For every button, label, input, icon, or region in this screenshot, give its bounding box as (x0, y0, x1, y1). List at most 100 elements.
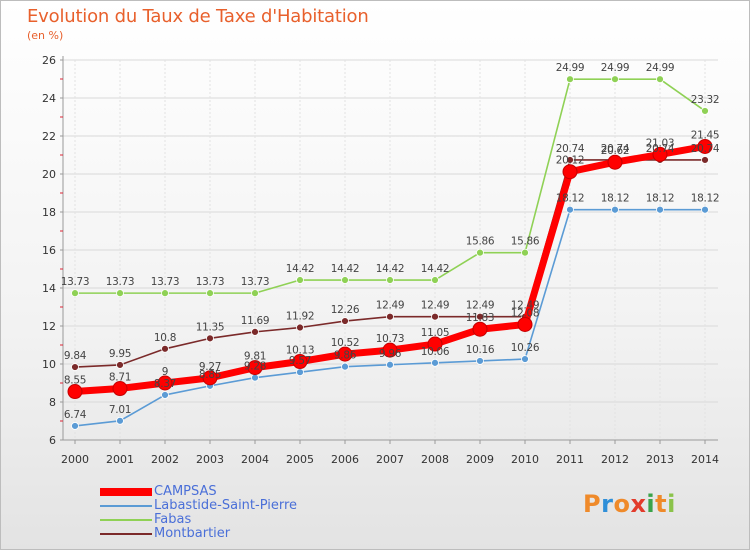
data-label: 9 (162, 366, 168, 378)
data-point (431, 358, 439, 367)
data-label: 13.73 (196, 276, 225, 288)
x-tick-label: 2004 (241, 453, 269, 466)
x-tick-label: 2001 (106, 453, 134, 466)
data-label: 10.8 (154, 332, 176, 344)
legend-swatch-labastide (100, 505, 152, 507)
y-tick-label: 20 (42, 168, 56, 181)
logo-letter: i (646, 490, 656, 518)
y-tick-label: 12 (42, 320, 56, 333)
data-point (341, 317, 349, 325)
logo-letter: x (630, 490, 647, 518)
data-label: 14.42 (421, 263, 450, 275)
data-point (566, 156, 574, 164)
data-point (161, 391, 169, 399)
data-point (206, 289, 214, 298)
data-point (341, 362, 349, 371)
data-label: 18.12 (691, 193, 720, 205)
data-label: 24.99 (646, 62, 675, 74)
data-point (116, 361, 124, 369)
data-label: 8.71 (109, 372, 131, 384)
data-point (71, 422, 79, 430)
x-tick-label: 2013 (646, 453, 674, 466)
data-label: 10.52 (331, 337, 360, 349)
data-label: 9.96 (379, 348, 402, 360)
data-point (566, 205, 574, 214)
data-point (296, 276, 304, 284)
legend-swatch-campsas (100, 488, 152, 496)
data-label: 11.83 (466, 312, 495, 324)
data-point (701, 205, 709, 214)
x-tick-label: 2011 (556, 453, 584, 466)
data-label: 12.26 (331, 304, 360, 316)
y-tick-label: 16 (42, 244, 56, 257)
data-point (701, 107, 709, 115)
data-point (386, 276, 394, 284)
y-unit-label: (en %) (27, 29, 64, 42)
y-tick-label: 8 (49, 396, 56, 409)
data-label: 13.73 (151, 276, 180, 288)
data-point (427, 336, 443, 352)
data-point (697, 138, 713, 154)
data-label: 18.12 (556, 193, 585, 205)
data-point (157, 375, 173, 391)
data-label: 9.81 (244, 351, 266, 363)
data-label: 15.86 (466, 236, 495, 248)
x-tick-label: 2009 (466, 453, 494, 466)
data-label: 14.42 (376, 263, 405, 275)
data-label: 24.99 (556, 62, 585, 74)
y-tick-label: 10 (42, 358, 56, 371)
data-label: 21.45 (691, 129, 720, 141)
x-tick-label: 2010 (511, 453, 539, 466)
data-label: 12.49 (511, 300, 540, 312)
data-point (656, 75, 664, 84)
data-point (521, 355, 529, 363)
x-tick-label: 2014 (691, 453, 719, 466)
x-tick-label: 2008 (421, 453, 449, 466)
data-point (431, 312, 439, 321)
legend-label: Fabas (154, 512, 192, 527)
data-label: 20.74 (556, 143, 585, 155)
data-label: 8.55 (64, 375, 86, 387)
data-label: 13.73 (106, 276, 135, 288)
logo-letter: t (655, 490, 668, 518)
x-tick-label: 2003 (196, 453, 224, 466)
data-label: 12.08 (511, 307, 540, 319)
data-label: 23.32 (691, 94, 720, 106)
data-point (476, 357, 484, 365)
data-point (67, 384, 83, 400)
y-tick-label: 24 (42, 92, 56, 105)
y-tick-label: 26 (42, 54, 56, 67)
logo-letter: P (583, 490, 602, 518)
data-point (292, 354, 308, 370)
data-label: 12.49 (421, 300, 450, 312)
legend-label: CAMPSAS (154, 484, 217, 499)
data-label: 9.86 (334, 350, 357, 362)
data-label: 11.35 (196, 321, 225, 333)
x-tick-label: 2000 (61, 453, 89, 466)
data-point (251, 373, 259, 382)
proxiti-logo: Proxiti (583, 490, 676, 518)
data-label: 15.86 (511, 236, 540, 248)
data-label: 14.42 (331, 263, 360, 275)
legend-label: Labastide-Saint-Pierre (154, 498, 298, 513)
data-point (206, 334, 214, 343)
data-point (611, 205, 619, 214)
data-label: 8.37 (154, 378, 176, 390)
data-point (116, 289, 124, 298)
data-label: 7.01 (109, 404, 131, 416)
chart-title: Evolution du Taux de Taxe d'Habitation (27, 6, 369, 27)
data-label: 20.12 (556, 155, 585, 167)
data-point (652, 146, 668, 162)
x-tick-label: 2006 (331, 453, 359, 466)
data-point (337, 346, 353, 362)
data-label: 9.95 (109, 348, 131, 360)
data-label: 21.03 (646, 137, 675, 149)
data-label: 20.74 (646, 143, 675, 155)
data-label: 12.49 (376, 300, 405, 312)
legend-swatch-fabas (100, 519, 152, 521)
data-label: 11.69 (241, 315, 270, 327)
data-label: 9.28 (244, 361, 266, 373)
data-point (386, 360, 394, 369)
y-tick-label: 22 (42, 130, 56, 143)
